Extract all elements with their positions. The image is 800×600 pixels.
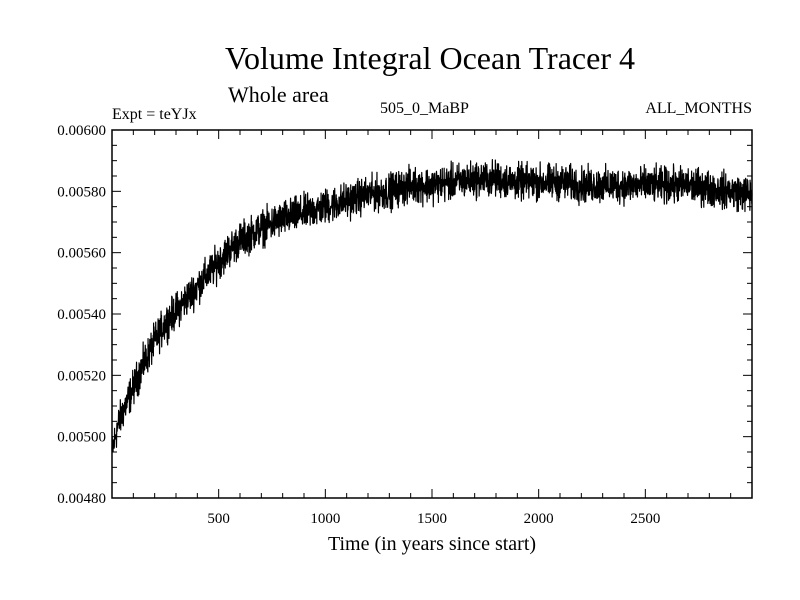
chart-title: Volume Integral Ocean Tracer 4 (225, 40, 635, 76)
y-tick-label: 0.00500 (57, 430, 106, 446)
chart-subtitle: Whole area (228, 82, 329, 107)
experiment-label: Expt = teYJx (112, 106, 197, 123)
y-tick-label: 0.00580 (57, 184, 106, 200)
y-tick-label: 0.00520 (57, 368, 106, 384)
y-tick-label: 0.00480 (57, 491, 106, 507)
y-tick-label: 0.00600 (57, 123, 106, 139)
x-tick-label: 2000 (524, 511, 554, 527)
y-tick-labels: 0.00480 0.00500 0.00520 0.00540 0.00560 0.005… (57, 123, 106, 507)
y-tick-label: 0.00560 (57, 246, 106, 262)
y-tick-label: 0.00540 (57, 307, 106, 323)
x-tick-labels: 500 1000 1500 2000 2500 (207, 511, 660, 527)
x-axis-label: Time (in years since start) (328, 533, 536, 555)
x-tick-label: 1000 (310, 511, 340, 527)
x-tick-label: 2500 (630, 511, 660, 527)
plot-frame (111, 129, 753, 499)
period-label: 505_0_MaBP (380, 100, 469, 117)
x-tick-label: 500 (207, 511, 230, 527)
months-label: ALL_MONTHS (645, 100, 752, 117)
series-layer (111, 159, 753, 453)
x-tick-label: 1500 (417, 511, 447, 527)
series-line (111, 159, 753, 453)
